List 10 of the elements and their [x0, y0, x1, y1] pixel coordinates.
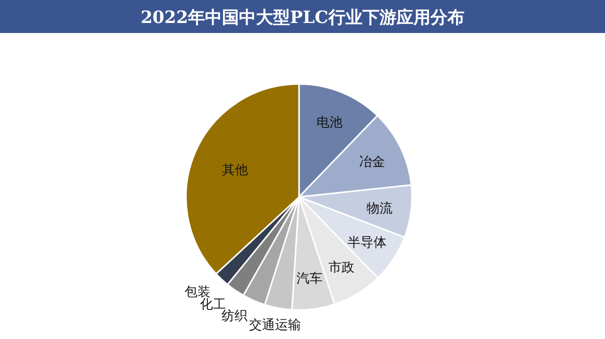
slice-label: 电池 [316, 116, 342, 131]
slice-label: 纺织 [221, 309, 248, 324]
slice-label: 半导体 [348, 236, 386, 251]
slice-label: 交通运输 [249, 316, 302, 333]
slice-label: 物流 [366, 200, 393, 216]
slice-label: 其他 [222, 162, 248, 178]
slice-label: 市政 [328, 260, 354, 276]
slice-label: 冶金 [359, 155, 386, 170]
chart-title: 2022年中国中大型PLC行业下游应用分布 [140, 8, 464, 28]
slice-label: 汽车 [296, 272, 322, 287]
